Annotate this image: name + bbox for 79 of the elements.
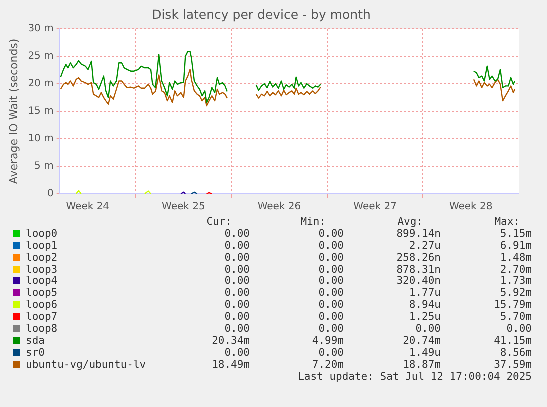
text: 18.49m <box>212 358 250 371</box>
text: 0.00 <box>318 275 344 288</box>
text: 37.59m <box>494 358 532 371</box>
legend-label: ubuntu-vg/ubuntu-lv <box>26 358 146 371</box>
text: 258.26n <box>396 252 441 264</box>
text: 5.15m <box>500 228 532 240</box>
text: 0.00 <box>318 287 344 300</box>
text: 8.56m <box>500 346 532 359</box>
legend-label: loop0 <box>26 228 58 240</box>
text: Last update: Sat Jul 12 17:00:04 2025 <box>298 370 532 383</box>
legend-label: loop4 <box>26 275 58 288</box>
text: Cur: <box>206 216 232 228</box>
text: 15.79m <box>494 299 532 312</box>
text: 0.00 <box>224 287 250 300</box>
text: 0.00 <box>224 323 250 336</box>
text: 0.00 <box>224 346 250 359</box>
y-axis-title: Average IO Wait (seconds) <box>7 38 20 184</box>
text: Min: <box>300 216 326 228</box>
text: 18.87m <box>403 358 441 371</box>
text: 0.00 <box>224 275 250 288</box>
text: 0.00 <box>318 323 344 336</box>
text: 878.31n <box>396 264 441 276</box>
text: 4.99m <box>312 334 344 347</box>
text: 2.27u <box>409 240 441 252</box>
x-tick-label: Week 24 <box>66 202 110 213</box>
text: 899.14n <box>396 228 441 240</box>
text: 0.00 <box>318 240 344 252</box>
text: 1.49u <box>409 346 441 359</box>
text: 0.00 <box>318 264 344 276</box>
text: 20.74m <box>403 334 441 347</box>
text: 7.20m <box>312 358 344 371</box>
legend-label: loop3 <box>26 264 58 276</box>
text: 1.25u <box>409 311 441 324</box>
legend-label: loop6 <box>26 299 58 312</box>
text: 0.00 <box>318 311 344 324</box>
text: 0.00 <box>224 240 250 252</box>
text: 0.00 <box>318 346 344 359</box>
y-tick-label: 15 m <box>28 106 54 118</box>
y-tick-label: 10 m <box>28 134 54 145</box>
legend-label: loop7 <box>26 311 58 324</box>
legend-label: sda <box>26 334 45 347</box>
x-tick-label: Week 26 <box>258 202 302 213</box>
text: 0.00 <box>224 228 250 240</box>
y-tick-label: 0 <box>47 188 54 200</box>
legend-label: sr0 <box>26 346 45 359</box>
x-tick-label: Week 25 <box>162 202 206 213</box>
text: 1.77u <box>409 287 441 300</box>
legend-label: loop2 <box>26 252 58 264</box>
text: 6.91m <box>500 240 532 252</box>
y-tick-label: 25 m <box>28 51 54 62</box>
y-tick-label: 20 m <box>28 78 54 90</box>
text: 1.73m <box>500 275 532 288</box>
legend-label: loop8 <box>26 323 58 336</box>
text: 5.92m <box>500 287 532 300</box>
text: 0.00 <box>318 252 344 264</box>
text: 0.00 <box>318 299 344 312</box>
text: 0.00 <box>224 299 250 312</box>
text: 0.00 <box>416 323 441 336</box>
text: Avg: <box>398 216 423 228</box>
text: 1.48m <box>500 252 532 264</box>
text: 0.00 <box>506 323 532 336</box>
text: 0.00 <box>318 228 344 240</box>
text: Max: <box>494 216 520 228</box>
legend-label: loop1 <box>26 240 58 252</box>
text: 0.00 <box>224 311 250 324</box>
x-tick-label: Week 28 <box>449 202 493 213</box>
chart-title: Disk latency per device - by month <box>152 6 371 22</box>
text: 5.70m <box>500 311 532 324</box>
text: 2.70m <box>500 264 532 276</box>
legend-label: loop5 <box>26 287 58 300</box>
y-tick-label: 30 m <box>28 24 54 35</box>
text: 8.94u <box>409 299 441 312</box>
y-tick-label: 5 m <box>34 161 54 172</box>
text: 0.00 <box>224 252 250 264</box>
text: 320.40n <box>396 275 441 288</box>
text: 20.34m <box>212 334 250 347</box>
text: 0.00 <box>224 264 250 276</box>
x-tick-label: Week 27 <box>354 202 397 213</box>
text: 41.15m <box>494 334 532 347</box>
